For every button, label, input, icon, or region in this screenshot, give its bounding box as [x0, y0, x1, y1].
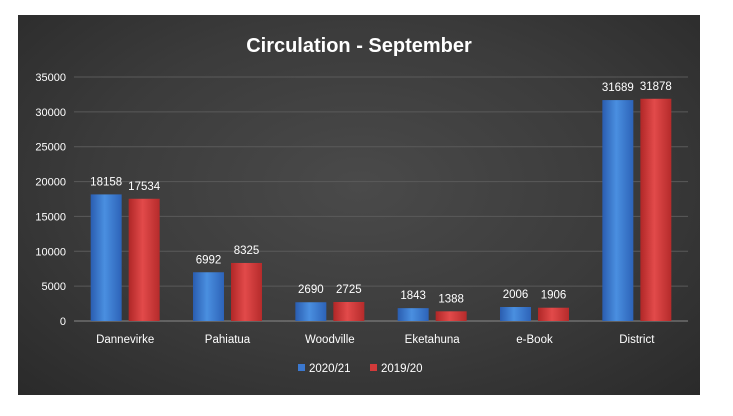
data-label: 6992 — [196, 254, 222, 266]
y-tick-label: 10000 — [35, 246, 66, 258]
chart-frame: Circulation - September 0 5000 10000 15000 2… — [18, 15, 700, 395]
data-label: 31689 — [602, 82, 634, 94]
y-tick-label: 25000 — [35, 142, 66, 154]
data-label: 1906 — [541, 290, 567, 302]
bar-chart: Circulation - September 0 5000 10000 15000 2… — [35, 35, 688, 375]
data-label: 2725 — [336, 284, 362, 296]
category-label: District — [619, 334, 655, 346]
data-label: 17534 — [128, 181, 161, 193]
x-axis: Dannevirke Pahiatua Woodville Eketahuna e-Bo… — [96, 334, 655, 346]
category-label: Dannevirke — [96, 334, 154, 346]
bar-2020-21-pahiatua — [193, 272, 224, 321]
bar-2019-20-e-book — [538, 307, 569, 321]
category-label: Eketahuna — [405, 334, 461, 346]
legend-label: 2020/21 — [309, 363, 351, 375]
chart-title: Circulation - September — [246, 35, 472, 57]
bar-2020-21-woodville — [295, 302, 327, 321]
legend-label: 2019/20 — [381, 363, 423, 375]
data-label: 31878 — [640, 81, 672, 93]
bars — [90, 98, 672, 321]
y-tick-label: 0 — [60, 316, 66, 328]
data-label: 2690 — [298, 284, 324, 296]
gridlines — [74, 76, 688, 322]
bar-2019-20-eketahuna — [435, 311, 467, 321]
bar-2019-20-district — [640, 98, 672, 321]
legend-swatch — [370, 364, 377, 371]
data-label: 1843 — [400, 290, 426, 302]
bar-2019-20-pahiatua — [231, 262, 262, 321]
y-tick-label: 30000 — [35, 107, 66, 119]
legend: 2020/21 2019/20 — [298, 363, 423, 375]
y-tick-label: 5000 — [42, 281, 66, 293]
category-label: Woodville — [305, 334, 355, 346]
category-label: e-Book — [516, 334, 553, 346]
data-label: 2006 — [503, 289, 529, 301]
bar-2020-21-e-book — [500, 307, 531, 321]
category-label: Pahiatua — [205, 334, 251, 346]
legend-swatch — [298, 364, 305, 371]
bar-2020-21-dannevirke — [90, 194, 122, 321]
data-label: 8325 — [234, 245, 260, 257]
data-label: 1388 — [438, 293, 464, 305]
y-tick-label: 20000 — [35, 177, 66, 189]
data-label: 18158 — [90, 176, 122, 188]
bar-2020-21-eketahuna — [397, 308, 429, 321]
data-labels: 18158 17534 6992 8325 2690 2725 1843 1388 2006 19… — [90, 81, 672, 306]
bar-2019-20-dannevirke — [128, 198, 160, 321]
y-tick-label: 35000 — [35, 72, 66, 84]
y-tick-label: 15000 — [35, 211, 66, 223]
y-axis: 0 5000 10000 15000 20000 25000 30000 35000 — [35, 72, 66, 328]
bar-2020-21-district — [602, 100, 634, 321]
bar-2019-20-woodville — [333, 302, 365, 321]
